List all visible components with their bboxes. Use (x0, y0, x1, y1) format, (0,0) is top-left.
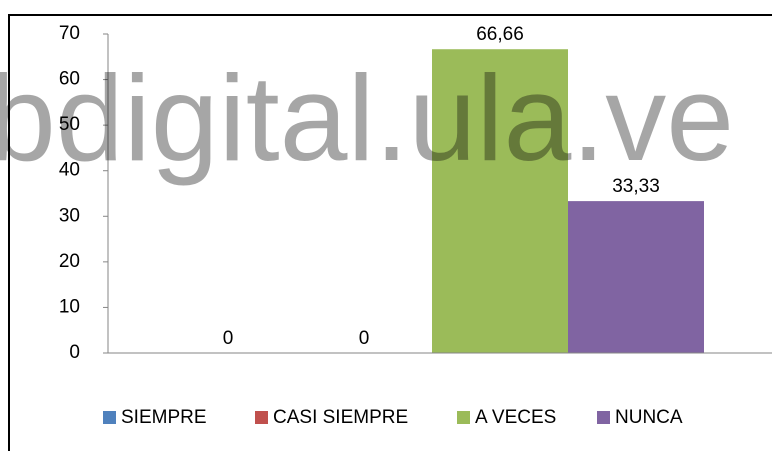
legend-swatch (597, 411, 610, 424)
chart-border (8, 14, 772, 451)
legend-swatch (457, 411, 470, 424)
legend-swatch (103, 411, 116, 424)
legend-swatch (255, 411, 268, 424)
legend-label: SIEMPRE (121, 407, 207, 428)
bar (568, 201, 704, 353)
data-label: 66,66 (476, 24, 524, 45)
legend-label: NUNCA (615, 407, 683, 428)
y-tick-label: 0 (69, 342, 80, 363)
data-label: 0 (223, 328, 234, 349)
legend-label: CASI SIEMPRE (273, 407, 408, 428)
bar (432, 49, 568, 353)
y-tick-label: 40 (59, 160, 80, 181)
y-tick-label: 70 (59, 23, 80, 44)
data-label: 0 (359, 328, 370, 349)
y-tick-label: 50 (59, 114, 80, 135)
legend-label: A VECES (475, 407, 556, 428)
y-tick-label: 30 (59, 205, 80, 226)
data-label: 33,33 (612, 176, 660, 197)
y-tick-label: 60 (59, 69, 80, 90)
y-tick-label: 20 (59, 251, 80, 272)
watermark: bdigital.ula.ve (0, 50, 734, 186)
y-tick-label: 10 (59, 296, 80, 317)
